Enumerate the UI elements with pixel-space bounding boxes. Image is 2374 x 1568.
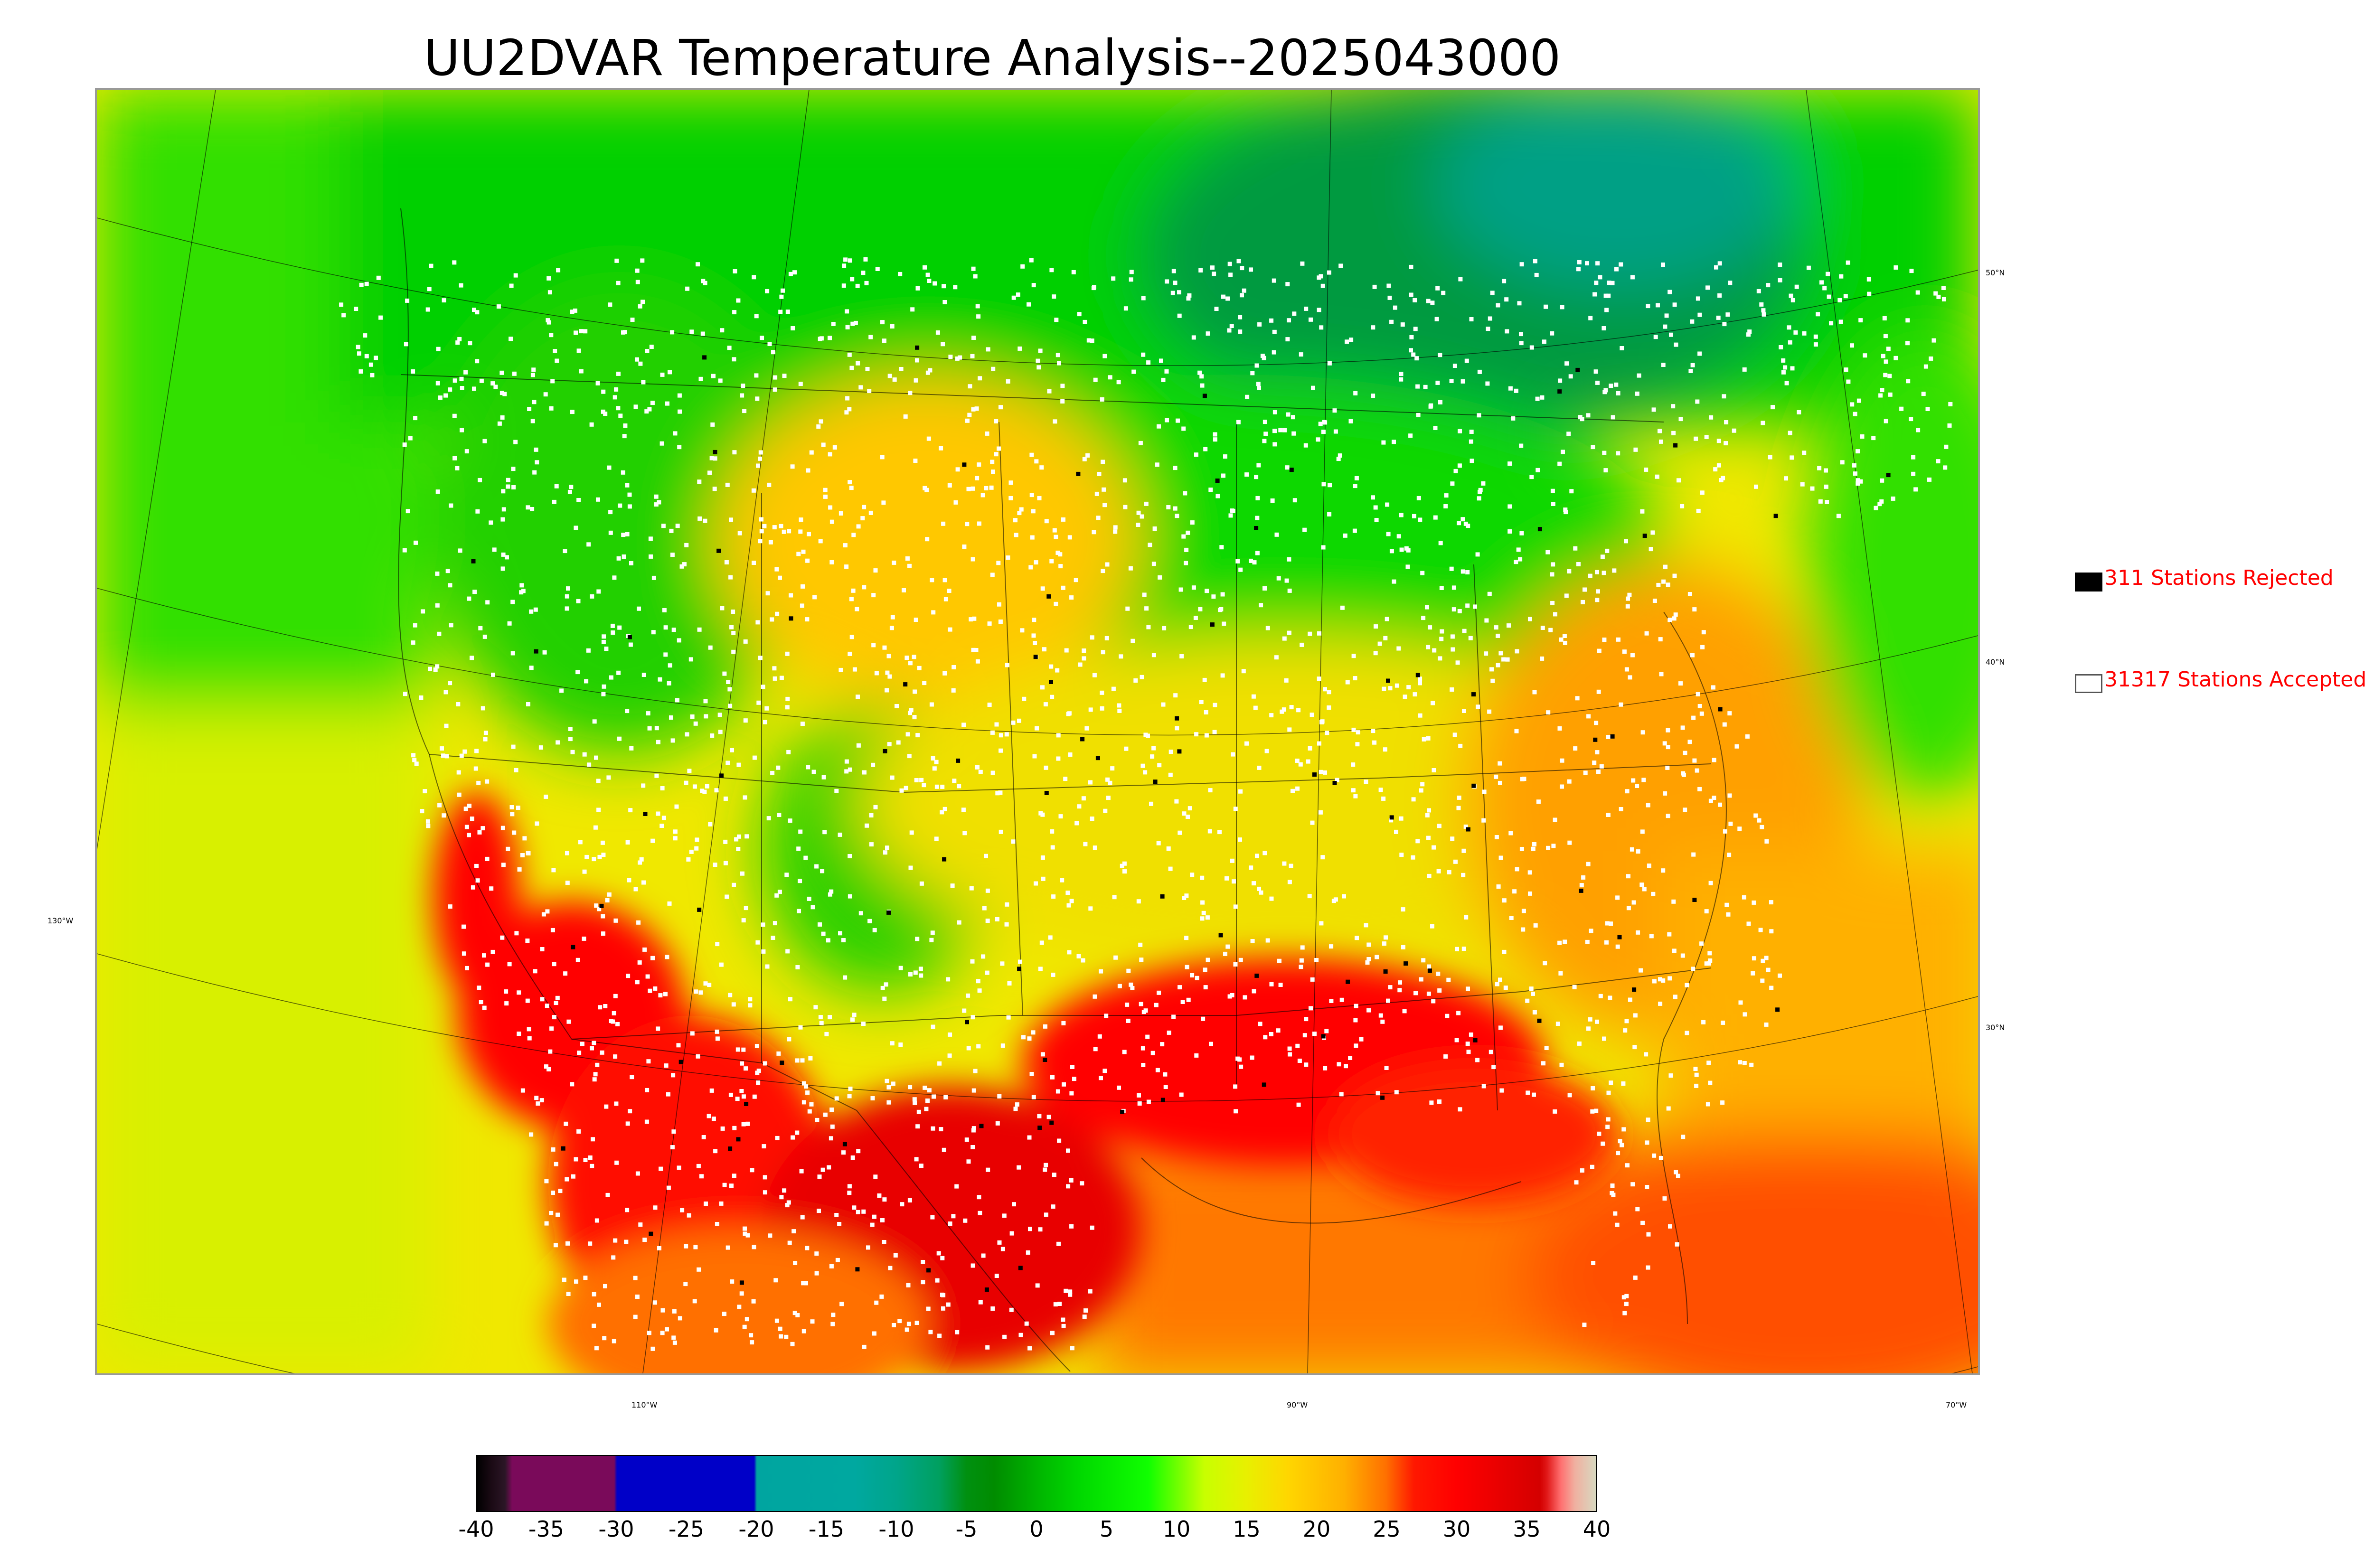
rejected-swatch xyxy=(2075,573,2102,592)
colorbar-tick-label: -20 xyxy=(738,1516,774,1542)
colorbar-tick-label: 40 xyxy=(1583,1516,1611,1542)
lon-label-130w: 130°W xyxy=(47,916,74,925)
accepted-swatch xyxy=(2075,674,2102,693)
lon-label-90w: 90°W xyxy=(1287,1400,1308,1409)
colorbar-tick-label: -10 xyxy=(878,1516,914,1542)
colorbar-tick-label: -35 xyxy=(528,1516,565,1542)
lat-label-30n: 30°N xyxy=(1986,1023,2005,1032)
lon-label-110w: 110°W xyxy=(631,1400,658,1409)
colorbar-tick-label: 15 xyxy=(1233,1516,1261,1542)
colorbar-tick-label: 25 xyxy=(1373,1516,1401,1542)
colorbar-tick-label: 0 xyxy=(1029,1516,1044,1542)
temperature-map xyxy=(95,88,1980,1375)
colorbar-tick-label: -5 xyxy=(955,1516,978,1542)
graticule xyxy=(97,90,1978,1373)
lon-label-70w: 70°W xyxy=(1946,1400,1967,1409)
colorbar-tick-label: -25 xyxy=(668,1516,705,1542)
colorbar-tick-label: 5 xyxy=(1099,1516,1114,1542)
colorbar-tick-label: 20 xyxy=(1302,1516,1331,1542)
accepted-legend-label: 31317 Stations Accepted xyxy=(2104,667,2367,692)
colorbar-tick-label: -15 xyxy=(808,1516,845,1542)
station-dots xyxy=(339,257,1953,1351)
lat-label-50n: 50°N xyxy=(1986,268,2005,277)
colorbar-tick-label: -30 xyxy=(598,1516,634,1542)
rejected-legend-label: 311 Stations Rejected xyxy=(2104,566,2334,590)
colorbar-tick-label: 10 xyxy=(1162,1516,1191,1542)
temperature-field xyxy=(97,90,1978,1373)
map-title: UU2DVAR Temperature Analysis--2025043000 xyxy=(424,29,1561,87)
temperature-colorbar xyxy=(476,1455,1597,1512)
colorbar-tick-label: -40 xyxy=(458,1516,494,1542)
lat-label-40n: 40°N xyxy=(1986,657,2005,667)
colorbar-tick-label: 30 xyxy=(1442,1516,1471,1542)
colorbar-tick-label: 35 xyxy=(1513,1516,1541,1542)
